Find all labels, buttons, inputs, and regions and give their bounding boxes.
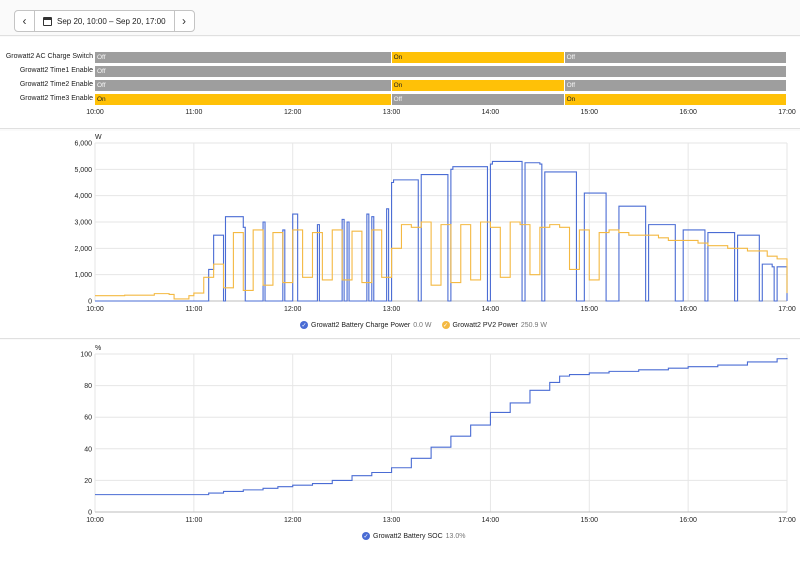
x-tick-label: 16:00 (679, 306, 697, 313)
next-period-button[interactable]: › (173, 11, 194, 31)
x-tick-label: 11:00 (185, 517, 202, 524)
date-range-label: Sep 20, 10:00 – Sep 20, 17:00 (57, 16, 166, 26)
timeline-row: Growatt2 Time1 Enable Off (0, 66, 800, 77)
y-tick-label: 0 (88, 299, 92, 306)
y-axis-unit-label: % (95, 345, 101, 352)
x-tick-label: 13:00 (383, 306, 401, 313)
y-tick-label: 6,000 (74, 141, 92, 148)
legend-series-value: 13.0% (445, 532, 466, 540)
timeline-segment-off[interactable]: Off (391, 94, 565, 105)
time-axis-tick: 11:00 (185, 109, 203, 116)
timeline-row-label: Growatt2 Time2 Enable (19, 81, 93, 88)
y-tick-label: 2,000 (74, 246, 92, 253)
x-tick-label: 13:00 (383, 517, 401, 524)
checkmark-icon: ✓ (441, 321, 450, 329)
y-axis-unit-label: W (95, 134, 102, 141)
chevron-left-icon: ‹ (22, 14, 27, 28)
y-tick-label: 40 (84, 446, 92, 453)
series-line-0 (95, 160, 788, 302)
x-tick-label: 14:00 (482, 306, 500, 313)
power-chart-panel: 10:00 11:00 12:00 13:00 14:00 15:00 16:00 17:00… (0, 131, 800, 339)
timeline-row-label: Growatt2 Time3 Enable (19, 95, 93, 102)
y-tick-label: 1,000 (74, 272, 92, 279)
time-axis-tick: 13:00 (382, 109, 401, 116)
series-line-1 (95, 221, 788, 300)
power-legend: ✓ Growatt2 Battery Charge Power 0.0 W ✓ … (300, 321, 547, 329)
timeline-row-label: Growatt2 AC Charge Switch (5, 53, 93, 60)
timeline-bar: Off (95, 66, 787, 77)
timeline-bar: Off On Off (95, 52, 787, 63)
legend-item-pv2-power[interactable]: ✓ Growatt2 PV2 Power 250.9 W (441, 321, 547, 329)
toolbar: ‹ Sep 20, 10:00 – Sep 20, 17:00 › (0, 0, 800, 36)
y-tick-label: 4,000 (74, 193, 92, 200)
x-tick-label: 17:00 (778, 517, 796, 524)
legend-series-name: Growatt2 Battery SOC (373, 532, 443, 540)
y-tick-label: 20 (84, 478, 92, 485)
x-tick-label: 12:00 (284, 517, 302, 524)
power-chart[interactable]: 10:00 11:00 12:00 13:00 14:00 15:00 16:00 17:00… (0, 131, 800, 316)
y-tick-label: 3,000 (74, 220, 92, 227)
timeline-segment-off[interactable]: Off (95, 80, 392, 91)
timeline-segment-off[interactable]: Off (564, 80, 787, 91)
x-tick-label: 12:00 (284, 306, 302, 313)
timeline-bar: On Off On (95, 94, 787, 105)
y-tick-label: 100 (80, 352, 92, 359)
timeline-segment-off[interactable]: Off (564, 52, 787, 63)
time-axis-tick: 16:00 (679, 109, 697, 116)
timeline-row: Growatt2 Time2 Enable Off On Off (0, 80, 800, 91)
time-axis-tick: 10:00 (86, 109, 104, 116)
date-navigation: ‹ Sep 20, 10:00 – Sep 20, 17:00 › (14, 10, 195, 32)
timeline-row-label: Growatt2 Time1 Enable (19, 67, 93, 74)
timeline-bar: Off On Off (95, 80, 787, 91)
timeline-segment-on[interactable]: On (564, 94, 787, 105)
legend-item-battery-charge-power[interactable]: ✓ Growatt2 Battery Charge Power 0.0 W (300, 321, 432, 329)
time-axis-tick: 14:00 (481, 109, 500, 116)
y-tick-label: 5,000 (74, 167, 92, 174)
x-tick-label: 15:00 (581, 306, 599, 313)
soc-legend: ✓ Growatt2 Battery SOC 13.0% (362, 532, 466, 540)
x-tick-label: 15:00 (581, 517, 599, 524)
legend-item-battery-soc[interactable]: ✓ Growatt2 Battery SOC 13.0% (362, 532, 466, 540)
x-tick-label: 17:00 (778, 306, 796, 313)
legend-series-name: Growatt2 PV2 Power (452, 321, 518, 329)
timeline-row: Growatt2 AC Charge Switch Off On Off (0, 52, 800, 63)
timeline-row: Growatt2 Time3 Enable On Off On (0, 94, 800, 105)
x-tick-label: 14:00 (482, 517, 500, 524)
chevron-right-icon: › (182, 14, 187, 28)
timeline-segment-off[interactable]: Off (95, 66, 787, 77)
soc-chart[interactable]: 10:00 11:00 12:00 13:00 14:00 15:00 16:00 17:00… (0, 340, 800, 530)
legend-series-value: 250.9 W (520, 321, 547, 329)
x-tick-label: 10:00 (86, 517, 104, 524)
checkmark-icon: ✓ (300, 321, 308, 329)
legend-series-name: Growatt2 Battery Charge Power (311, 321, 411, 329)
x-tick-label: 10:00 (86, 306, 104, 313)
date-range-picker[interactable]: Sep 20, 10:00 – Sep 20, 17:00 (35, 11, 174, 31)
previous-period-button[interactable]: ‹ (15, 11, 35, 31)
checkmark-icon: ✓ (362, 532, 370, 540)
timeline-segment-on[interactable]: On (391, 52, 565, 63)
x-tick-label: 16:00 (679, 517, 697, 524)
timeline-segment-on[interactable]: On (95, 94, 392, 105)
y-tick-label: 60 (84, 415, 92, 422)
y-tick-label: 80 (84, 383, 92, 390)
time-axis-tick: 17:00 (778, 109, 796, 116)
soc-chart-panel: 10:00 11:00 12:00 13:00 14:00 15:00 16:00 17:00… (0, 340, 800, 585)
y-tick-label: 0 (88, 510, 92, 517)
x-tick-label: 11:00 (185, 306, 202, 313)
series-line-0 (95, 357, 788, 496)
timeline-segment-off[interactable]: Off (95, 52, 392, 63)
calendar-icon (43, 16, 52, 26)
time-axis-tick: 15:00 (580, 109, 599, 116)
legend-series-value: 0.0 W (413, 321, 432, 329)
state-timeline-panel: Growatt2 AC Charge Switch Off On Off Growatt… (0, 37, 800, 129)
time-axis-tick: 12:00 (283, 109, 302, 116)
timeline-segment-on[interactable]: On (391, 80, 565, 91)
